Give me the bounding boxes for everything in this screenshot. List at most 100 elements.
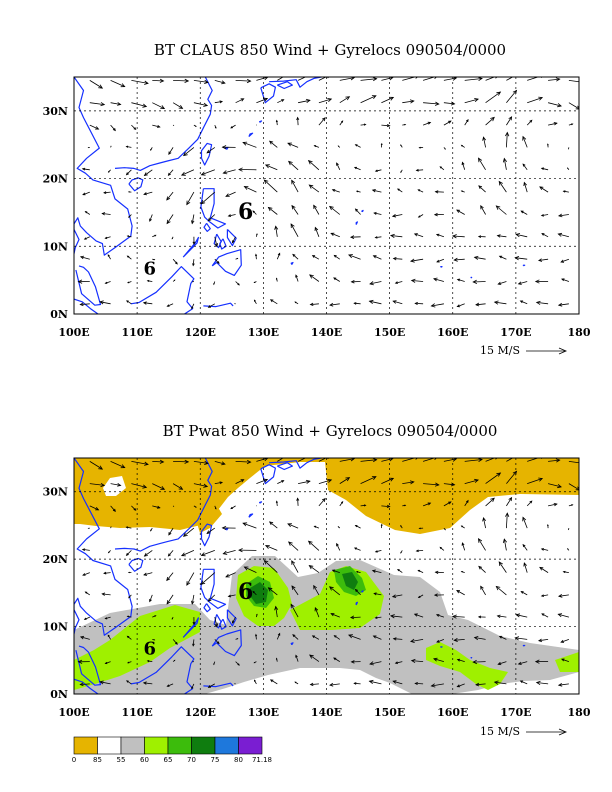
lat-tick-label: 30N bbox=[43, 105, 68, 118]
wind-vector-head bbox=[415, 168, 419, 172]
wind-vector bbox=[214, 80, 226, 84]
wind-vector-head bbox=[372, 255, 377, 259]
wind-vector bbox=[318, 479, 332, 484]
wind-vector bbox=[232, 616, 236, 624]
wind-vector-head bbox=[410, 658, 416, 664]
wind-vector-head bbox=[274, 605, 279, 611]
wind-vector bbox=[201, 572, 216, 585]
colorbar-swatch bbox=[191, 736, 216, 755]
wind-vector-head bbox=[146, 660, 150, 663]
wind-vector-head bbox=[540, 594, 545, 597]
wind-vector-head bbox=[557, 302, 563, 307]
wind-vector-head bbox=[125, 526, 129, 529]
wind-vector bbox=[539, 186, 549, 193]
wind-vector-head bbox=[557, 613, 563, 618]
wind-vector bbox=[333, 657, 341, 662]
lat-tick-label: 10N bbox=[43, 621, 68, 634]
wind-vector-head bbox=[127, 571, 130, 574]
wind-vector-head bbox=[373, 592, 377, 596]
wind-vector-head bbox=[404, 123, 407, 126]
wind-vector bbox=[480, 586, 486, 596]
wind-vector-head bbox=[372, 458, 378, 463]
wind-vector bbox=[242, 142, 257, 148]
wind-vector bbox=[539, 567, 549, 573]
wind-vector bbox=[329, 303, 340, 306]
wind-vector-head bbox=[296, 116, 300, 121]
wind-vector bbox=[288, 541, 299, 551]
wind-vector bbox=[318, 117, 326, 126]
wind-vector-head bbox=[264, 545, 270, 549]
wind-vector-head bbox=[508, 496, 513, 502]
wind-vector bbox=[456, 590, 465, 596]
map-frame bbox=[73, 76, 580, 315]
wind-vector bbox=[568, 461, 579, 464]
wind-vector bbox=[523, 182, 528, 193]
wind-vector bbox=[452, 235, 465, 238]
wind-vector-head bbox=[125, 552, 129, 556]
wind-vector-head bbox=[397, 568, 400, 572]
wind-vector-head bbox=[195, 125, 197, 127]
wind-vector-head bbox=[126, 615, 129, 618]
wind-vector-head bbox=[231, 240, 235, 244]
axis-tick-labels: 100E 110E 120E 130E 140E 150E 160E 170E 180 0N 10N… bbox=[43, 105, 591, 339]
wind-vector-head bbox=[490, 116, 495, 122]
wind-vector bbox=[336, 162, 341, 170]
wind-vector-head bbox=[175, 261, 178, 265]
wind-vector bbox=[89, 483, 105, 486]
wind-vector-head bbox=[465, 499, 469, 503]
wind-vector-head bbox=[203, 483, 209, 488]
wind-vector-head bbox=[451, 614, 457, 619]
wind-vector-head bbox=[436, 639, 440, 643]
wind-vector-head bbox=[520, 591, 524, 594]
wind-vector-head bbox=[286, 77, 287, 78]
wind-vector-head bbox=[495, 585, 501, 591]
wind-vector bbox=[152, 102, 165, 109]
wind-vector bbox=[173, 461, 189, 463]
lat-tick-label: 30N bbox=[43, 486, 68, 499]
wind-vector-head bbox=[368, 679, 374, 685]
wind-vector bbox=[242, 522, 257, 529]
wind-vector bbox=[422, 77, 436, 81]
wind-vector-head bbox=[242, 522, 248, 527]
wind-vector bbox=[103, 191, 111, 194]
wind-vector-head bbox=[369, 281, 374, 286]
wind-vector bbox=[80, 683, 90, 685]
wind-vector-head bbox=[497, 281, 502, 285]
wind-vector bbox=[496, 586, 507, 596]
wind-vector-head bbox=[281, 99, 285, 102]
wind-vector bbox=[390, 235, 403, 238]
wind-vector bbox=[506, 90, 517, 103]
wind-vector bbox=[297, 117, 299, 126]
wind-vector bbox=[309, 274, 320, 282]
coastline bbox=[200, 142, 213, 166]
wind-vector bbox=[100, 681, 111, 685]
wind-vector-head bbox=[353, 547, 358, 550]
wind-vector-head bbox=[321, 117, 326, 122]
wind-vector bbox=[355, 144, 361, 148]
wind-vector-head bbox=[103, 571, 107, 575]
wind-vector bbox=[410, 258, 424, 262]
wind-vector-head bbox=[560, 639, 565, 643]
wind-vector-head bbox=[444, 528, 446, 531]
wind-vector-head bbox=[216, 261, 220, 264]
lon-tick-label: 130E bbox=[248, 326, 279, 339]
wind-vector bbox=[558, 303, 569, 306]
wind-vector bbox=[172, 639, 178, 645]
wind-vector-head bbox=[522, 163, 526, 167]
wind-vector bbox=[291, 205, 299, 215]
wind-vector bbox=[518, 661, 528, 665]
wind-vector-head bbox=[534, 279, 540, 284]
wind-vector bbox=[527, 97, 543, 104]
wind-vector-head bbox=[225, 193, 230, 197]
wind-vector-head bbox=[389, 96, 395, 101]
wind-vector-head bbox=[439, 166, 442, 169]
wind-vector-head bbox=[386, 504, 391, 508]
coastline bbox=[522, 644, 526, 647]
wind-vector-head bbox=[418, 146, 421, 149]
wind-vector bbox=[522, 163, 528, 171]
wind-vector bbox=[225, 191, 236, 197]
wind-vector-head bbox=[79, 635, 85, 640]
wind-vector-head bbox=[516, 73, 520, 76]
wind-vector-head bbox=[547, 523, 549, 527]
wind-vector-head bbox=[160, 486, 166, 490]
